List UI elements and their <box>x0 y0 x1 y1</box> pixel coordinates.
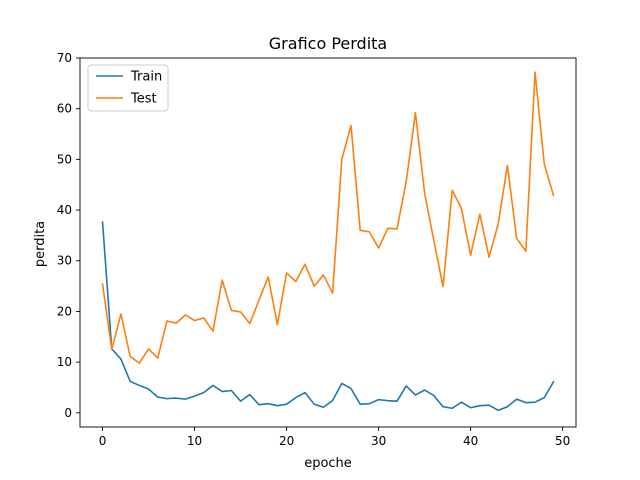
x-tick-label: 10 <box>187 434 202 448</box>
x-tick-label: 30 <box>371 434 386 448</box>
y-tick-label: 50 <box>57 152 72 166</box>
chart-title: Grafico Perdita <box>269 34 387 53</box>
x-tick-label: 20 <box>279 434 294 448</box>
legend-label-test: Test <box>130 92 157 107</box>
y-axis-label: perdita <box>33 221 48 267</box>
x-axis-label: epoche <box>304 456 352 471</box>
y-tick-label: 30 <box>57 254 72 268</box>
y-tick-label: 10 <box>57 355 72 369</box>
series-line-train <box>101 221 555 412</box>
y-tick-label: 60 <box>57 102 72 116</box>
y-tick-label: 70 <box>57 51 72 65</box>
y-tick-label: 0 <box>64 406 72 420</box>
plot-area <box>101 71 555 412</box>
x-tick-label: 0 <box>99 434 107 448</box>
legend: Train Test <box>87 64 169 112</box>
x-tick-label: 40 <box>463 434 478 448</box>
axes: 0 10 20 30 40 50 0 10 20 30 40 50 60 70 <box>57 51 577 448</box>
y-tick-label: 20 <box>57 304 72 318</box>
plot-frame <box>79 57 577 428</box>
x-tick-label: 50 <box>555 434 570 448</box>
series-line-test <box>101 71 555 364</box>
y-tick-label: 40 <box>57 203 72 217</box>
legend-label-train: Train <box>130 70 162 85</box>
